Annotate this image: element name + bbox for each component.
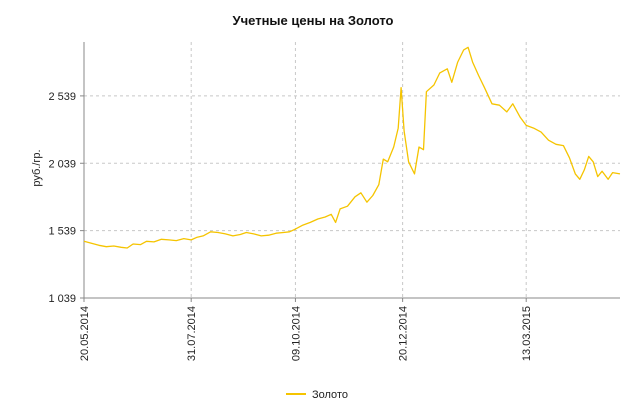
axes: [80, 42, 620, 302]
x-tick-label: 13.03.2015: [521, 306, 533, 361]
y-tick-label: 2 039: [48, 158, 76, 170]
legend-entry-zoloto: Золото: [312, 389, 348, 401]
legend: Золото: [286, 389, 348, 401]
y-tick-label: 2 539: [48, 91, 76, 103]
grid-lines: [84, 42, 620, 298]
chart-title: Учетные цены на Золото: [233, 13, 394, 28]
y-tick-labels: 1 039 1 539 2 039 2 539: [48, 91, 76, 305]
x-tick-labels: 20.05.2014 31.07.2014 09.10.2014 20.12.2014…: [79, 306, 533, 361]
series-group: [83, 46, 621, 249]
y-axis-label: руб./гр.: [31, 149, 43, 186]
x-tick-label: 20.05.2014: [79, 306, 91, 361]
series-line-zoloto: [83, 46, 621, 249]
y-tick-label: 1 539: [48, 226, 76, 238]
y-tick-label: 1 039: [48, 293, 76, 305]
x-tick-label: 20.12.2014: [398, 306, 410, 361]
x-tick-label: 09.10.2014: [290, 306, 302, 361]
x-tick-label: 31.07.2014: [186, 306, 198, 361]
